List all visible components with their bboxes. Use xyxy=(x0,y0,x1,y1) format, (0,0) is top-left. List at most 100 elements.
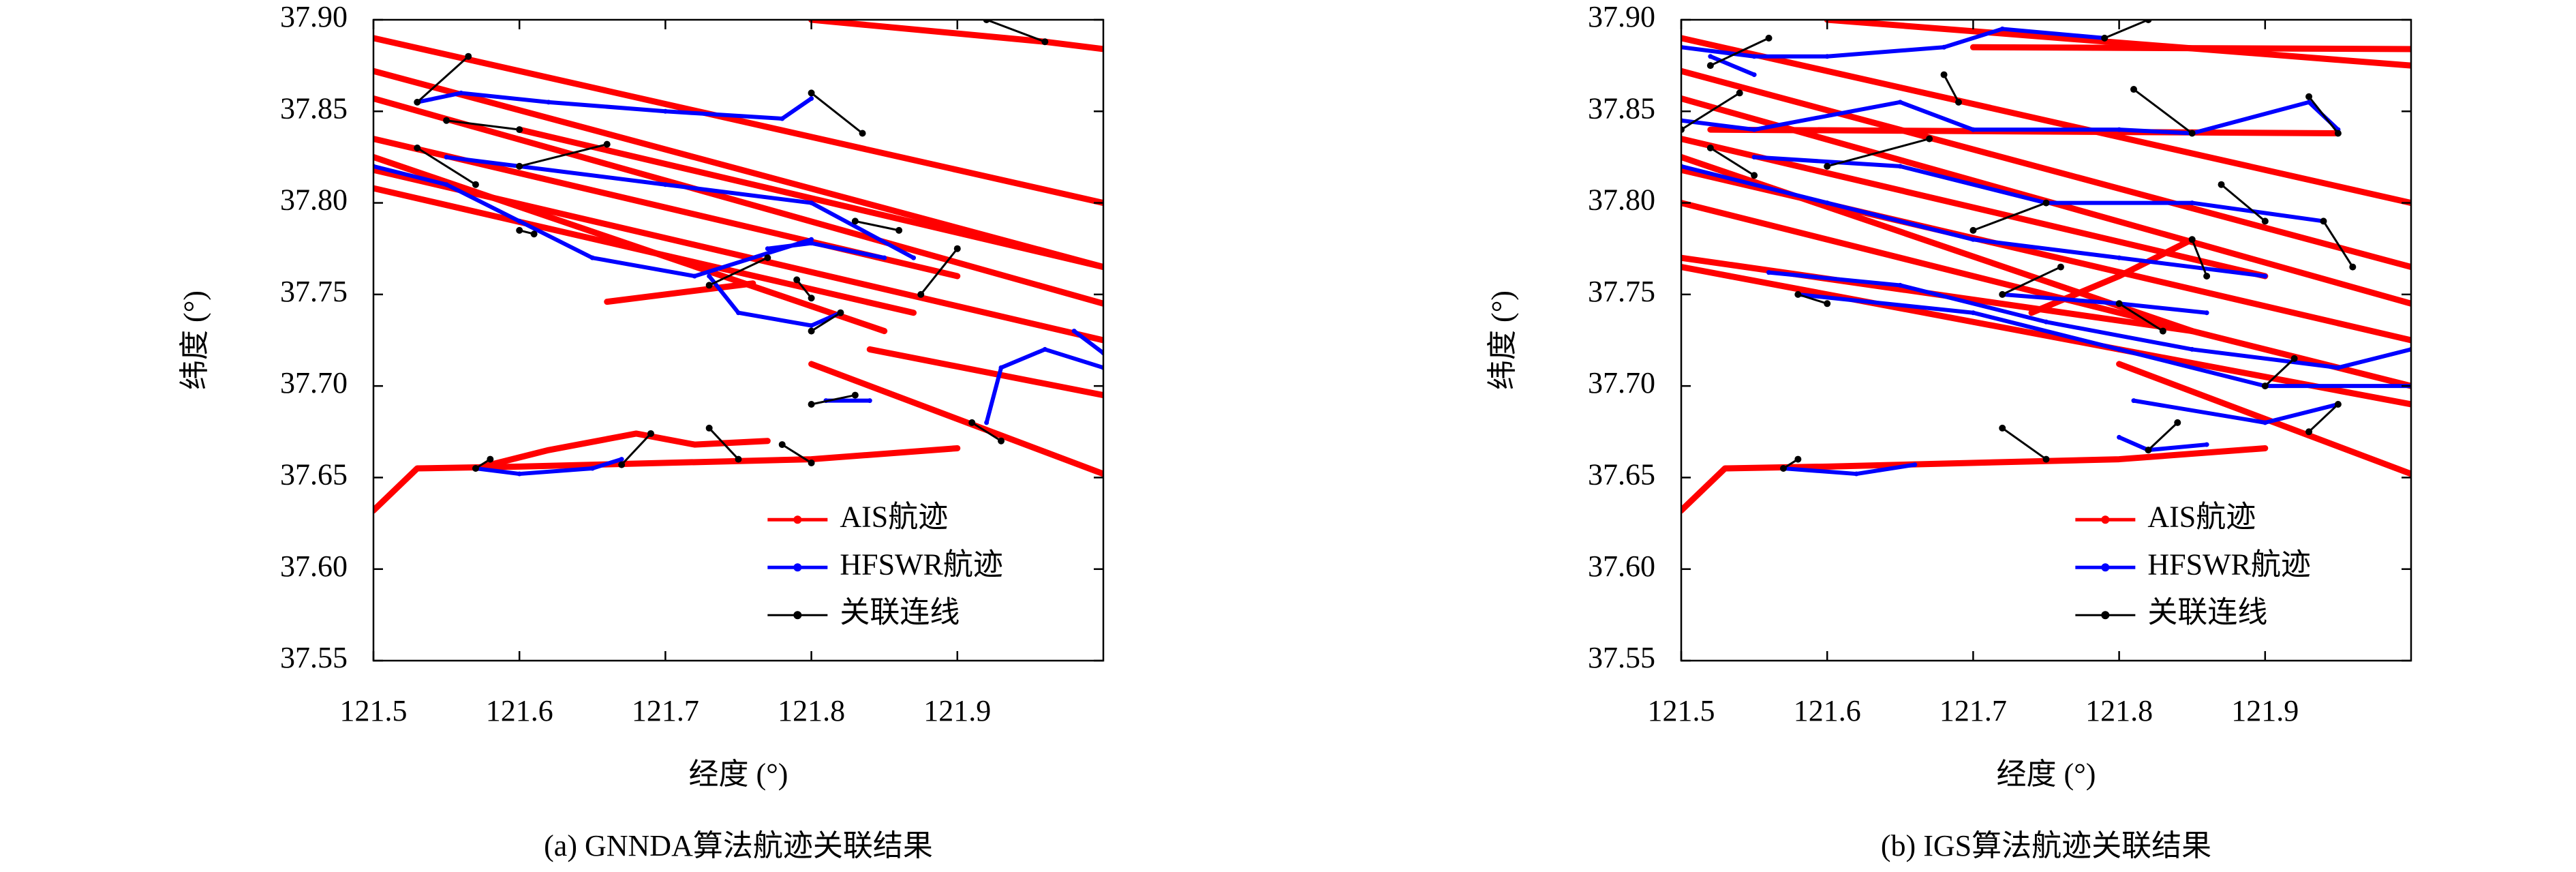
track xyxy=(2116,361,2411,477)
track-point xyxy=(1824,464,1830,470)
track xyxy=(985,20,1046,43)
track-point xyxy=(1042,346,1047,352)
track-point xyxy=(444,182,449,187)
track-point xyxy=(809,95,814,101)
plot-area xyxy=(373,20,1103,514)
track-point xyxy=(867,398,872,404)
track-point xyxy=(1940,71,1948,78)
track-point xyxy=(1942,44,1947,50)
track xyxy=(708,256,769,286)
track-point xyxy=(764,254,771,262)
track-point xyxy=(998,365,1004,370)
track-point xyxy=(2190,346,2195,352)
caption: (a) GNNDA算法航迹关联结果 xyxy=(544,829,933,862)
track xyxy=(416,147,477,186)
track-point xyxy=(1999,26,2005,31)
track-point xyxy=(530,230,538,238)
track-point xyxy=(1751,72,1757,78)
track-point xyxy=(881,328,887,334)
track-point xyxy=(2305,93,2313,100)
track-point xyxy=(2117,255,2122,260)
track xyxy=(708,427,739,461)
track-point xyxy=(459,90,464,95)
track xyxy=(1766,270,2411,370)
track xyxy=(2322,220,2354,269)
track-point xyxy=(917,290,925,298)
x-tick-label: 121.6 xyxy=(486,694,553,727)
track xyxy=(810,312,842,333)
track-point xyxy=(1969,226,1977,234)
track xyxy=(919,247,959,296)
track-point xyxy=(1751,54,1757,59)
track-point xyxy=(1779,465,1787,472)
y-tick-label: 37.70 xyxy=(280,366,348,400)
track-point xyxy=(604,299,610,305)
track-point xyxy=(2130,86,2138,93)
track xyxy=(1072,329,1103,355)
track xyxy=(604,280,756,305)
y-axis-label: 纬度 (°) xyxy=(178,290,211,390)
track-point xyxy=(1824,54,1830,59)
track-point xyxy=(1970,237,1976,242)
track xyxy=(373,185,917,316)
x-tick-label: 121.9 xyxy=(2231,694,2299,727)
track-point xyxy=(662,108,668,114)
track-point xyxy=(882,255,887,260)
track-point xyxy=(735,455,742,463)
track-point xyxy=(1708,54,1713,59)
y-tick-label: 37.60 xyxy=(1588,550,1655,583)
track-point xyxy=(1794,455,1802,463)
track-point xyxy=(692,442,698,448)
y-tick-label: 37.85 xyxy=(280,91,348,125)
track xyxy=(707,274,843,328)
track-point xyxy=(910,310,917,316)
track-point xyxy=(1824,162,1831,170)
legend-marker xyxy=(2101,563,2110,572)
track-point xyxy=(736,310,741,316)
track-point xyxy=(472,181,479,188)
track-point xyxy=(809,241,814,246)
track-point xyxy=(692,273,697,279)
legend-marker xyxy=(2101,515,2110,524)
track-point xyxy=(2159,327,2166,335)
y-tick-label: 37.90 xyxy=(280,0,348,33)
track xyxy=(1943,74,1960,104)
track-point xyxy=(546,100,551,105)
track-point xyxy=(2174,419,2181,426)
track-point xyxy=(954,445,960,451)
x-tick-label: 121.8 xyxy=(778,694,845,727)
track-point xyxy=(633,430,639,436)
y-tick-label: 37.80 xyxy=(1588,183,1655,217)
track xyxy=(2307,403,2340,433)
legend-label: AIS航迹 xyxy=(840,500,948,533)
track-point xyxy=(2261,217,2269,225)
track-point xyxy=(2115,300,2123,307)
track-point xyxy=(516,126,523,134)
track xyxy=(1709,37,1770,67)
track-point xyxy=(750,280,756,286)
track-point xyxy=(837,309,844,316)
track-point xyxy=(2263,273,2268,279)
track-point xyxy=(778,441,786,449)
track-point xyxy=(2042,199,2050,207)
track-point xyxy=(2189,328,2195,334)
track-point xyxy=(808,459,815,466)
track-point xyxy=(1954,98,1962,106)
track-point xyxy=(465,52,472,60)
track xyxy=(970,421,1002,442)
track xyxy=(2001,427,2047,461)
track-point xyxy=(2290,355,2298,362)
track xyxy=(854,220,900,232)
track xyxy=(1681,200,2411,389)
track-point xyxy=(895,226,903,234)
track-point xyxy=(851,391,859,399)
track xyxy=(1681,35,2411,207)
track-point xyxy=(808,89,815,97)
track xyxy=(2147,421,2179,451)
track-point xyxy=(1854,471,1859,477)
legend-label: 关联连线 xyxy=(2147,595,2267,629)
track-point xyxy=(705,424,713,432)
track-point xyxy=(2349,263,2357,271)
track-point xyxy=(809,237,814,242)
